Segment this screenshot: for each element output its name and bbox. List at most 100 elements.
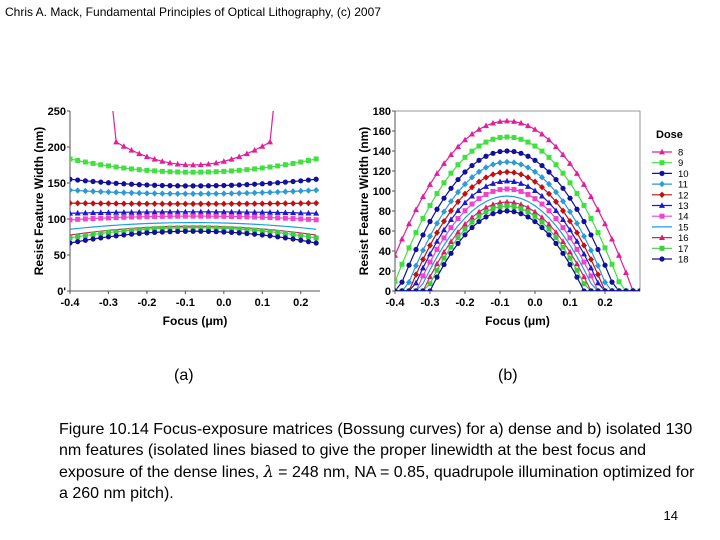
legend-label: 13 <box>678 201 689 212</box>
data-point <box>448 185 454 191</box>
data-point <box>462 226 468 232</box>
series-dose-15 <box>395 195 640 291</box>
data-point <box>275 230 281 236</box>
data-point <box>198 183 204 189</box>
data-point <box>483 209 489 215</box>
data-point <box>305 209 312 216</box>
data-point <box>518 171 524 178</box>
data-point <box>567 160 573 166</box>
data-point <box>113 164 119 170</box>
data-point <box>205 228 212 235</box>
data-point <box>152 182 158 188</box>
data-point <box>259 214 265 220</box>
data-point <box>267 189 273 196</box>
data-point <box>539 192 545 199</box>
series-dose-14 <box>395 186 640 291</box>
series-dose-15 <box>70 221 317 230</box>
series-dose-14 <box>70 213 319 223</box>
data-point <box>553 162 559 168</box>
data-point <box>448 151 454 157</box>
data-point <box>490 161 496 168</box>
data-point <box>282 235 288 241</box>
data-point <box>182 183 188 189</box>
data-point <box>395 252 398 258</box>
page-number: 14 <box>663 508 678 523</box>
data-point <box>525 183 531 189</box>
data-point <box>616 288 622 291</box>
y-tick-label: 100 <box>48 214 66 226</box>
data-point <box>560 170 566 176</box>
series-line-dose-12 <box>395 171 640 291</box>
data-point <box>221 168 227 174</box>
data-point <box>413 279 419 286</box>
data-point <box>282 209 289 216</box>
data-point <box>128 200 135 207</box>
data-point <box>490 150 496 156</box>
data-point <box>420 256 426 263</box>
data-point <box>144 214 150 220</box>
data-point <box>525 214 531 220</box>
data-point <box>476 196 482 202</box>
data-point <box>128 231 135 237</box>
data-point <box>236 230 242 236</box>
data-point <box>105 209 112 215</box>
data-point <box>406 220 412 227</box>
data-point <box>144 167 150 173</box>
data-point <box>182 169 188 175</box>
data-point <box>490 206 496 212</box>
data-point <box>420 247 426 254</box>
data-point <box>567 208 573 215</box>
data-point <box>455 234 461 240</box>
data-point <box>152 168 158 174</box>
data-point <box>105 188 112 196</box>
data-point <box>588 215 594 221</box>
data-point <box>298 159 304 165</box>
data-point <box>462 221 468 227</box>
data-point <box>82 200 89 207</box>
data-point <box>259 228 265 234</box>
data-point <box>511 199 517 206</box>
data-point <box>136 150 143 157</box>
data-point <box>490 211 496 217</box>
data-point <box>151 200 158 208</box>
data-point <box>483 214 489 220</box>
data-point <box>469 219 475 225</box>
data-point <box>455 216 461 222</box>
data-point <box>90 209 97 216</box>
data-point <box>167 208 173 215</box>
x-tick-label: 0.0 <box>216 297 231 309</box>
data-point <box>297 200 304 207</box>
legend-item-11: 11 <box>652 180 688 191</box>
data-point <box>275 180 281 186</box>
data-point <box>483 174 489 181</box>
data-point <box>469 183 475 191</box>
data-point <box>167 200 173 208</box>
data-point <box>616 252 622 258</box>
data-point <box>159 190 166 197</box>
data-point <box>588 256 594 263</box>
data-point <box>159 158 166 164</box>
data-point <box>167 159 173 166</box>
data-point <box>105 163 111 169</box>
data-point <box>205 183 212 189</box>
data-point <box>113 229 119 235</box>
data-point <box>113 200 120 207</box>
data-point <box>205 200 212 208</box>
data-point <box>406 262 412 268</box>
data-point <box>305 158 311 164</box>
series-dose-8 <box>395 117 640 291</box>
data-point <box>244 182 250 188</box>
data-point <box>497 148 503 155</box>
data-point <box>595 246 601 253</box>
data-point <box>441 261 447 268</box>
data-point <box>167 169 173 175</box>
data-point <box>399 261 405 267</box>
legend-marker <box>659 191 665 198</box>
data-point <box>567 226 573 233</box>
data-point <box>243 189 250 197</box>
data-point <box>511 209 517 215</box>
data-point <box>462 190 468 198</box>
data-point <box>197 190 204 197</box>
data-point <box>151 156 158 162</box>
data-point <box>581 242 587 249</box>
